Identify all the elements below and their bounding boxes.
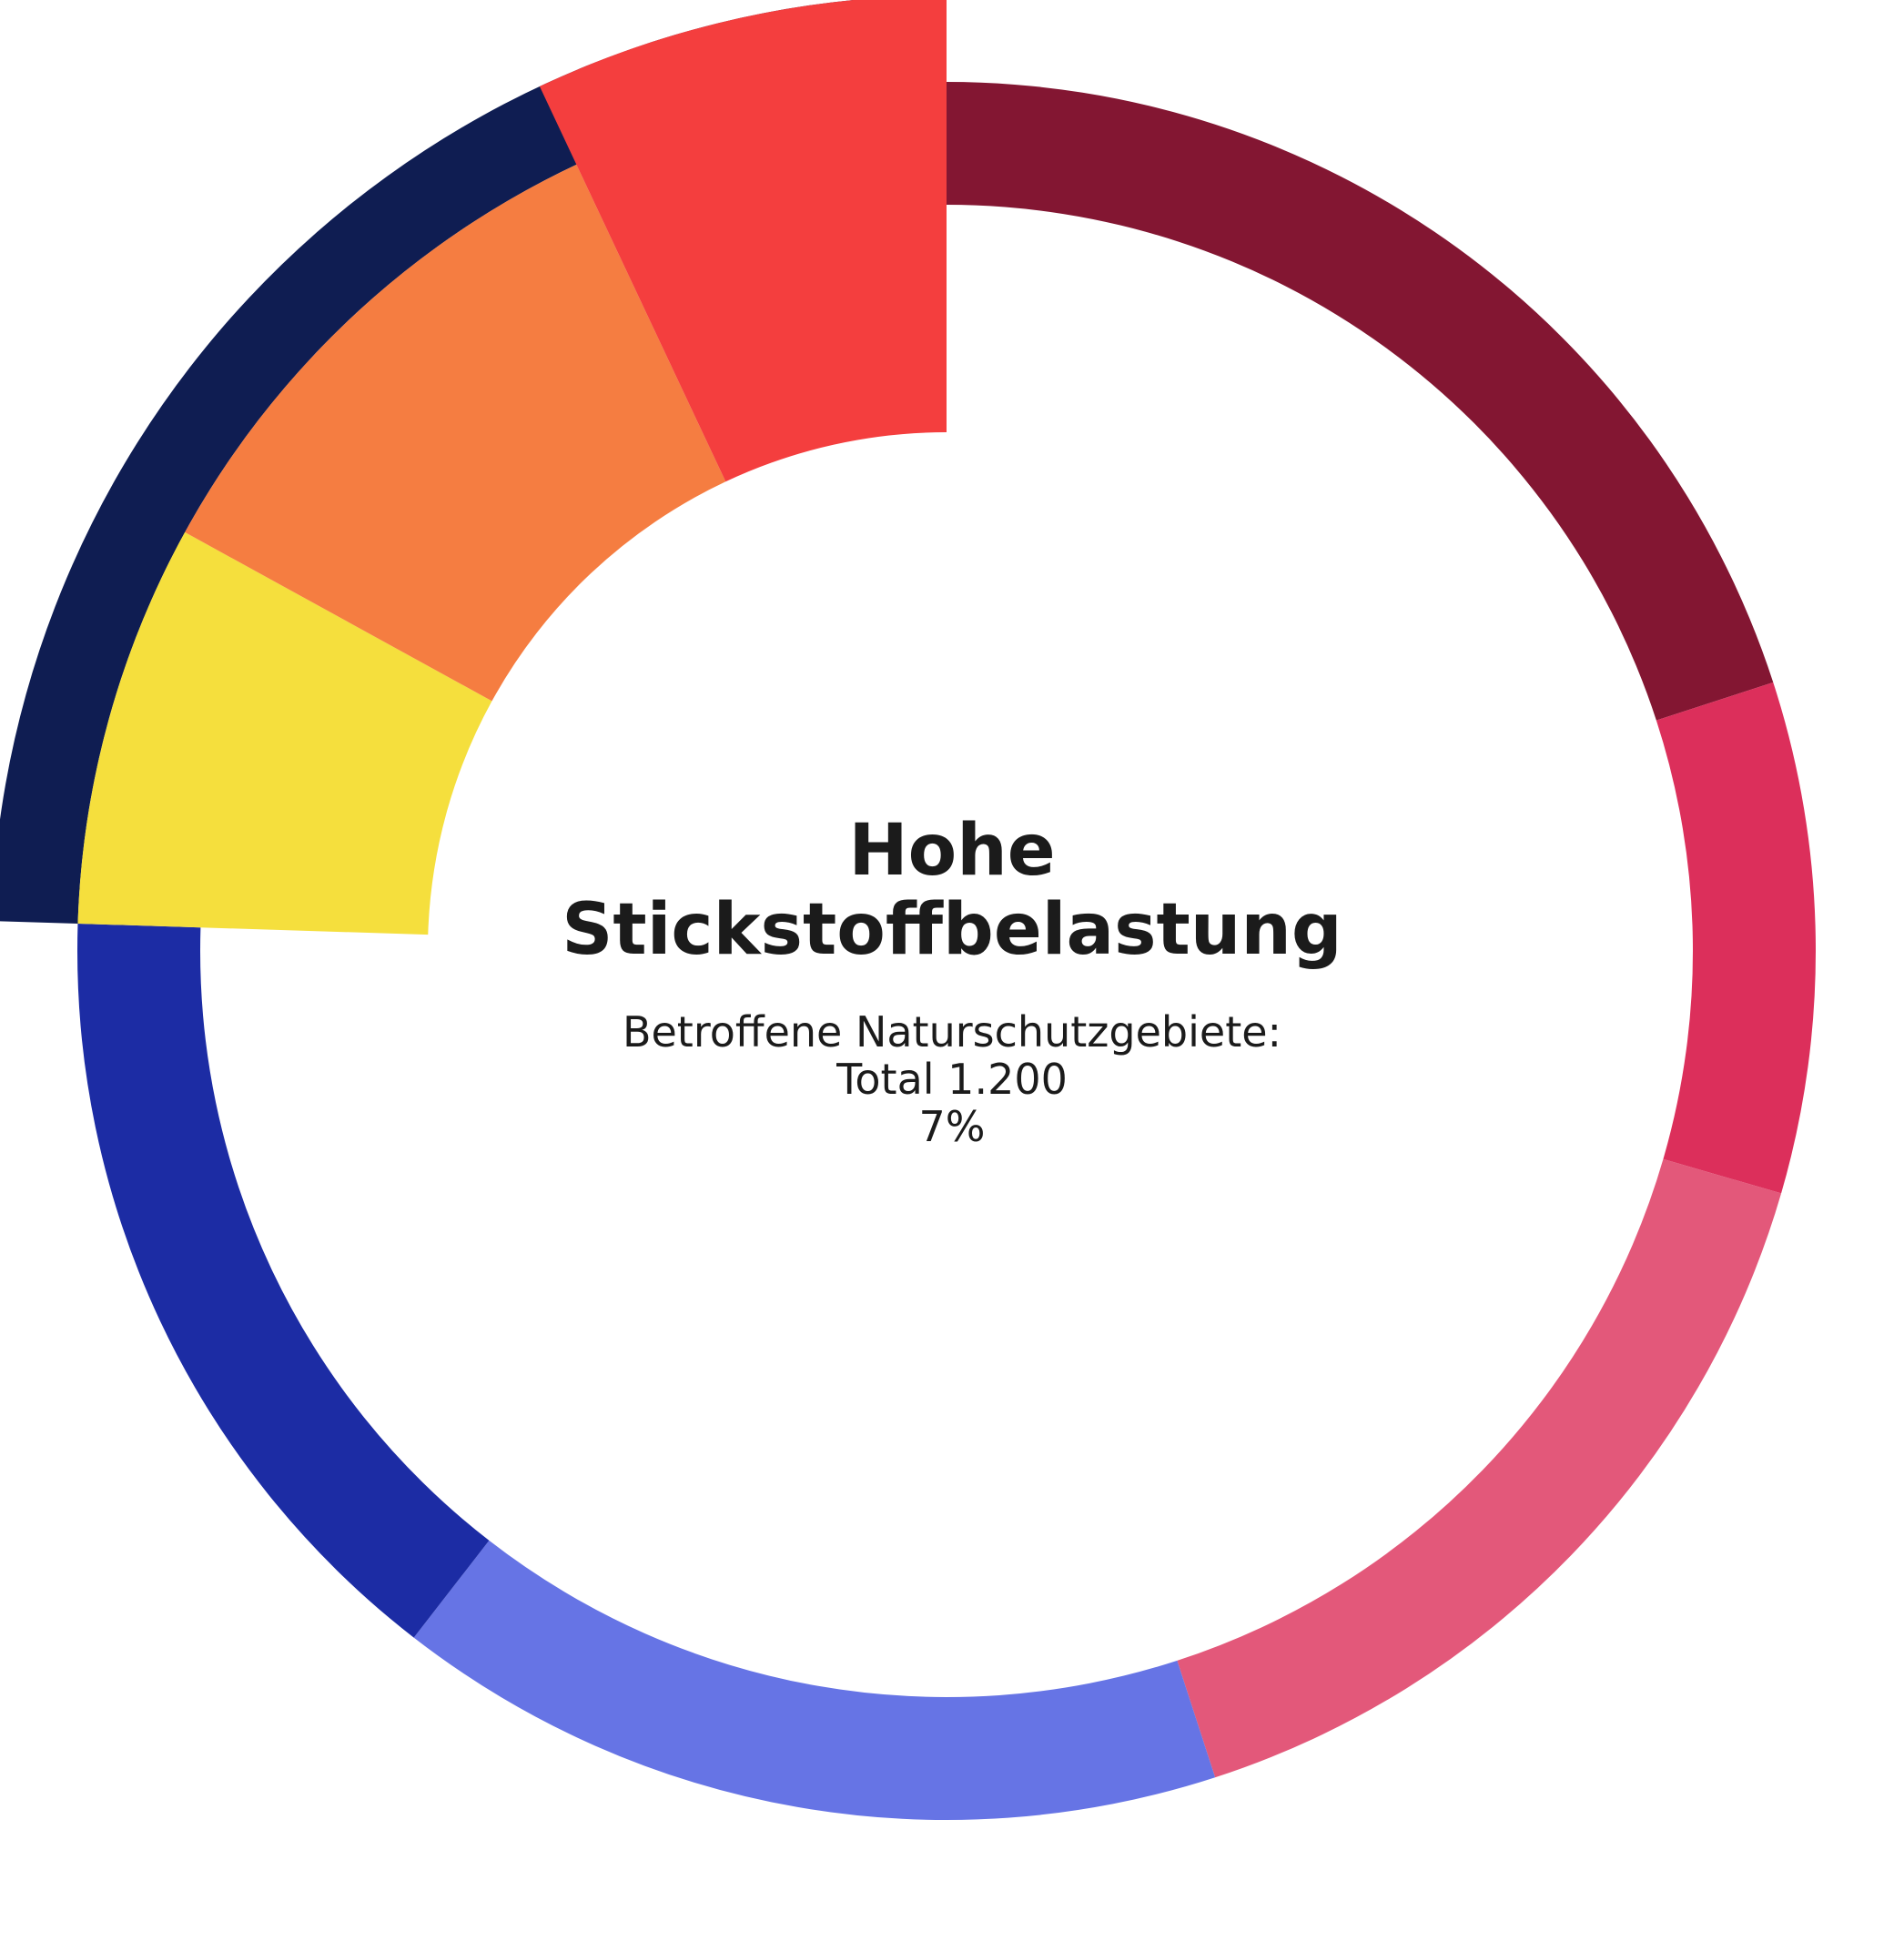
center-title-line-2: Stickstoffbelastung — [562, 889, 1342, 971]
slice-6 — [77, 531, 492, 935]
slice-3 — [1177, 1158, 1782, 1778]
center-total: Total 1.200 — [836, 1055, 1068, 1104]
center-label: Hohe Stickstoffbelastung Betroffene Natu… — [562, 810, 1342, 1151]
slice-highlighted — [539, 0, 947, 482]
slice-7 — [185, 164, 726, 702]
slice-5 — [76, 924, 490, 1638]
center-subtitle: Betroffene Naturschutzgebiete: — [623, 1007, 1281, 1056]
highlight-band — [0, 0, 947, 924]
slice-1 — [947, 82, 1774, 721]
slice-2 — [1656, 682, 1816, 1194]
slice-4 — [413, 1540, 1216, 1820]
center-title-line-1: Hohe — [848, 810, 1055, 892]
center-percent: 7% — [919, 1102, 986, 1151]
slices-layer — [0, 0, 1816, 1820]
